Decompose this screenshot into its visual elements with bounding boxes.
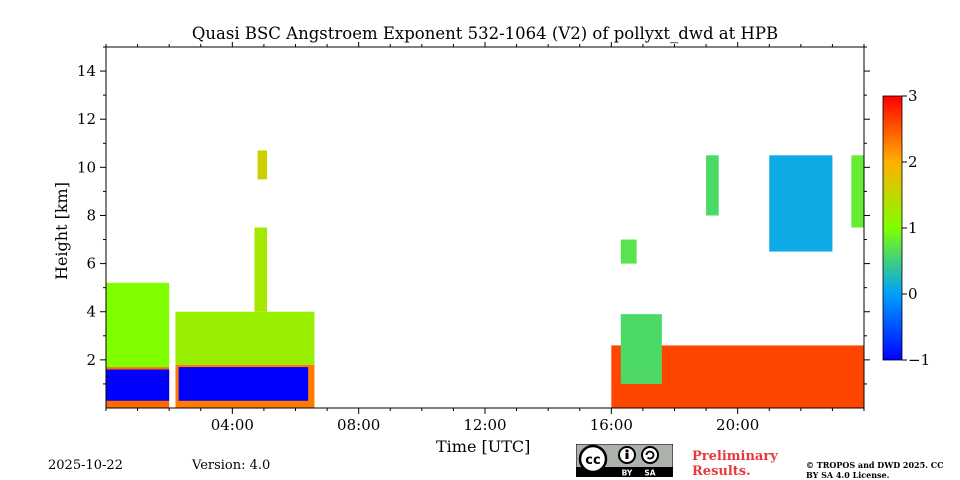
y-axis-ticks: 2 4 6 8 10 12 14: [77, 46, 870, 385]
heatmap-region: [254, 227, 268, 312]
cc-icon: [578, 444, 608, 474]
heatmap-region: [706, 155, 719, 216]
y-tick-label: 12: [77, 110, 96, 128]
y-axis-label: Height [km]: [52, 182, 71, 280]
chart-title: Quasi BSC Angstroem Exponent 532-1064 (V…: [191, 24, 779, 43]
x-tick-label: 20:00: [716, 416, 759, 434]
sa-icon: [641, 446, 659, 464]
x-tick-label: 12:00: [463, 416, 506, 434]
sa-label: SA: [644, 469, 655, 478]
heatmap-region: [106, 369, 170, 401]
y-tick-label: 10: [77, 158, 96, 176]
colorbar-tick-label: −1: [908, 351, 930, 369]
heatmap-region: [769, 155, 833, 252]
colorbar-ticks: 3 2 1 0 −1: [902, 87, 930, 369]
heatmap-region: [257, 150, 268, 180]
heatmap-region: [620, 314, 662, 384]
version-label: Version: 4.0: [192, 458, 271, 473]
x-tick-label: 04:00: [211, 416, 254, 434]
copyright-notice: © TROPOS and DWD 2025. CC BY SA 4.0 Lice…: [806, 460, 944, 480]
by-label: BY: [622, 469, 633, 478]
colorbar-tick-label: 2: [908, 153, 918, 171]
y-tick-label: 14: [77, 62, 96, 80]
colorbar-tick-label: 3: [908, 87, 918, 105]
date-label: 2025-10-22: [48, 458, 123, 473]
x-axis-ticks: 04:00 08:00 12:00 16:00 20:00: [105, 42, 865, 434]
x-axis-label: Time [UTC]: [436, 437, 531, 456]
x-tick-label: 08:00: [337, 416, 380, 434]
y-tick-label: 4: [86, 303, 96, 321]
cc-license-badge: cc BY SA: [576, 444, 673, 477]
colorbar: [882, 95, 903, 361]
heatmap-region: [851, 155, 864, 228]
y-tick-label: 6: [86, 255, 96, 273]
heatmap-region: [106, 282, 170, 368]
colorbar-tick-label: 1: [908, 219, 918, 237]
heatmap-region: [178, 367, 309, 401]
svg-text:cc: cc: [585, 453, 600, 468]
y-tick-label: 8: [86, 206, 96, 224]
heatmap-cells: [106, 150, 864, 408]
colorbar-tick-label: 0: [908, 285, 918, 303]
heatmap-region: [620, 239, 637, 264]
x-tick-label: 16:00: [590, 416, 633, 434]
heatmap-region: [175, 311, 315, 365]
y-tick-label: 2: [86, 351, 96, 369]
preliminary-notice: Preliminary Results.: [692, 449, 778, 479]
